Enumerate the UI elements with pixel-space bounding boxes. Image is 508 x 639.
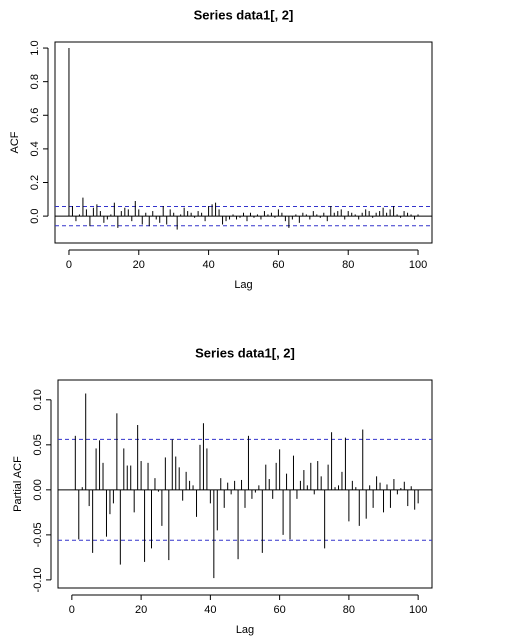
y-tick-label: 0.4 <box>29 141 41 156</box>
x-tick-label: 40 <box>202 259 214 271</box>
x-tick-label: 80 <box>342 259 354 271</box>
y-axis-label: Partial ACF <box>12 456 24 512</box>
x-tick-label: 60 <box>274 604 286 616</box>
plot-box <box>57 379 433 589</box>
x-tick-label: 20 <box>135 604 147 616</box>
x-tick-label: 0 <box>66 259 72 271</box>
x-tick-label: 0 <box>69 604 75 616</box>
y-tick-label: -0.10 <box>32 567 44 592</box>
plot-box <box>54 41 433 244</box>
x-tick-label: 40 <box>204 604 216 616</box>
chart-title: Series data1[, 2] <box>194 7 294 22</box>
y-tick-label: 0.6 <box>29 108 41 123</box>
y-axis-label: ACF <box>9 131 21 153</box>
y-tick-label: 1.0 <box>29 40 41 55</box>
x-axis-label: Lag <box>236 624 254 636</box>
x-tick-label: 100 <box>409 604 427 616</box>
y-tick-label: -0.05 <box>32 522 44 547</box>
x-axis-label: Lag <box>234 279 252 291</box>
x-tick-label: 100 <box>409 259 427 271</box>
x-tick-label: 20 <box>133 259 145 271</box>
y-tick-label: 0.8 <box>29 74 41 89</box>
x-tick-label: 80 <box>343 604 355 616</box>
chart-title: Series data1[, 2] <box>195 345 295 360</box>
y-tick-label: 0.2 <box>29 175 41 190</box>
y-tick-label: 0.05 <box>32 434 44 455</box>
x-tick-label: 60 <box>272 259 284 271</box>
y-tick-label: 0.10 <box>32 389 44 410</box>
y-tick-label: 0.0 <box>29 208 41 223</box>
y-tick-label: 0.00 <box>32 479 44 500</box>
